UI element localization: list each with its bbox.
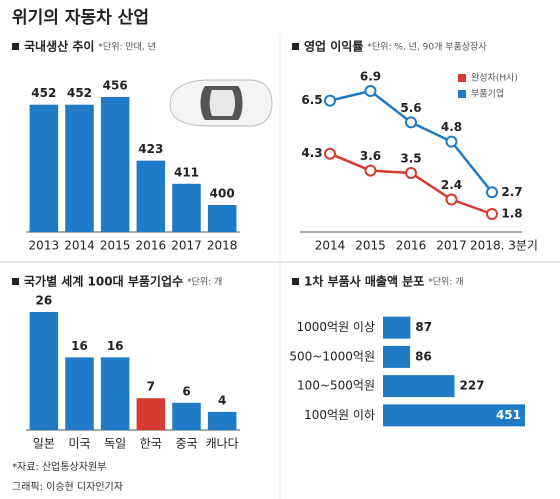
x-tick-label: 2016 (396, 239, 427, 253)
legend-swatch (458, 74, 466, 82)
value-label: 452 (31, 86, 56, 100)
credit: 그래픽: 이승현 디자인기자 (12, 481, 123, 493)
bar (29, 312, 59, 430)
point (486, 208, 498, 220)
value-label: 4.8 (441, 120, 462, 134)
value-label: 16 (107, 339, 124, 353)
chart-subtitle: *단위: 만대, 년 (98, 42, 156, 53)
bar (383, 375, 455, 398)
chart-title: 영업 이익률 (304, 39, 363, 54)
legend-swatch (458, 90, 466, 98)
value-label: 6.9 (360, 70, 381, 84)
x-tick-label: 독일 (104, 437, 126, 451)
point (364, 85, 377, 97)
x-tick-label: 2018. 3분기 (470, 239, 538, 253)
bar (383, 345, 411, 368)
value-label: 2.4 (441, 178, 462, 192)
x-tick-label: 2015 (100, 239, 131, 253)
header-marker (292, 278, 299, 285)
y-tick-label: 1000억원 이상 (296, 320, 375, 334)
source: *자료: 산업통상자원부 (12, 460, 106, 473)
bar (100, 357, 130, 430)
value-label: 451 (496, 408, 521, 422)
value-label: 6.5 (301, 93, 322, 107)
x-tick-label: 일본 (33, 437, 55, 451)
bar (383, 404, 525, 427)
value-label: 456 (103, 79, 128, 93)
page-title: 위기의 자동차 산업 (12, 8, 149, 28)
x-tick-label: 2018 (207, 239, 238, 253)
value-label: 452 (67, 86, 92, 100)
car-illustration (169, 79, 273, 127)
x-tick-label: 2013 (29, 239, 60, 253)
header-marker (12, 43, 19, 50)
x-tick-label: 2016 (136, 239, 167, 253)
x-tick-label: 2014 (315, 239, 346, 253)
value-label: 16 (71, 339, 88, 353)
point (324, 147, 336, 160)
value-label: 227 (459, 379, 484, 393)
value-label: 5.6 (400, 101, 421, 115)
legend-label: 완성차(H사) (471, 72, 518, 84)
point (405, 167, 417, 179)
value-label: 1.8 (501, 207, 522, 221)
point (445, 193, 458, 206)
value-label: 87 (415, 320, 432, 334)
bar (136, 398, 166, 430)
x-tick-label: 2017 (171, 239, 202, 253)
value-label: 7 (147, 380, 155, 394)
x-tick-label: 2014 (64, 239, 95, 253)
bar (65, 104, 94, 232)
point (364, 164, 377, 177)
chart-subtitle: *단위: %, 년, 90개 부품상장사 (367, 42, 487, 53)
header-marker (12, 278, 19, 285)
chart-subtitle: *단위: 개 (428, 277, 463, 288)
value-label: 411 (174, 165, 199, 179)
header-marker (292, 43, 299, 50)
chart-title: 국내생산 추이 (24, 39, 94, 54)
bar (383, 316, 411, 339)
y-tick-label: 100~500억원 (297, 379, 375, 393)
point (445, 135, 458, 148)
chart-title: 국가별 세계 100대 부품기업수 (24, 274, 183, 289)
value-label: 4 (218, 393, 226, 407)
x-tick-label: 한국 (140, 437, 162, 451)
x-tick-label: 미국 (68, 437, 90, 451)
bar (172, 183, 201, 232)
point (324, 94, 336, 107)
y-tick-label: 100억원 이하 (304, 408, 375, 422)
bar (100, 97, 130, 232)
x-tick-label: 2017 (436, 239, 467, 253)
point (486, 186, 498, 199)
x-tick-label: 캐나다 (206, 437, 239, 451)
value-label: 3.5 (400, 152, 421, 166)
y-tick-label: 500~1000억원 (289, 349, 375, 363)
value-label: 2.7 (501, 185, 522, 199)
bar (136, 160, 166, 232)
value-label: 6 (182, 384, 190, 398)
bar (172, 402, 201, 430)
legend-label: 부품기업 (471, 89, 504, 100)
value-label: 423 (138, 142, 163, 156)
bar (29, 104, 59, 232)
chart-title: 1차 부품사 매출액 분포 (304, 274, 424, 289)
chart-subtitle: *단위: 개 (187, 277, 222, 288)
value-label: 86 (415, 349, 432, 363)
x-tick-label: 중국 (175, 437, 197, 451)
bar (207, 411, 237, 430)
value-label: 26 (35, 294, 52, 308)
point (405, 116, 417, 129)
bar (207, 205, 237, 232)
value-label: 4.3 (301, 146, 322, 160)
value-label: 3.6 (360, 149, 381, 163)
value-label: 400 (210, 187, 235, 201)
bar (65, 357, 94, 430)
x-tick-label: 2015 (355, 239, 386, 253)
